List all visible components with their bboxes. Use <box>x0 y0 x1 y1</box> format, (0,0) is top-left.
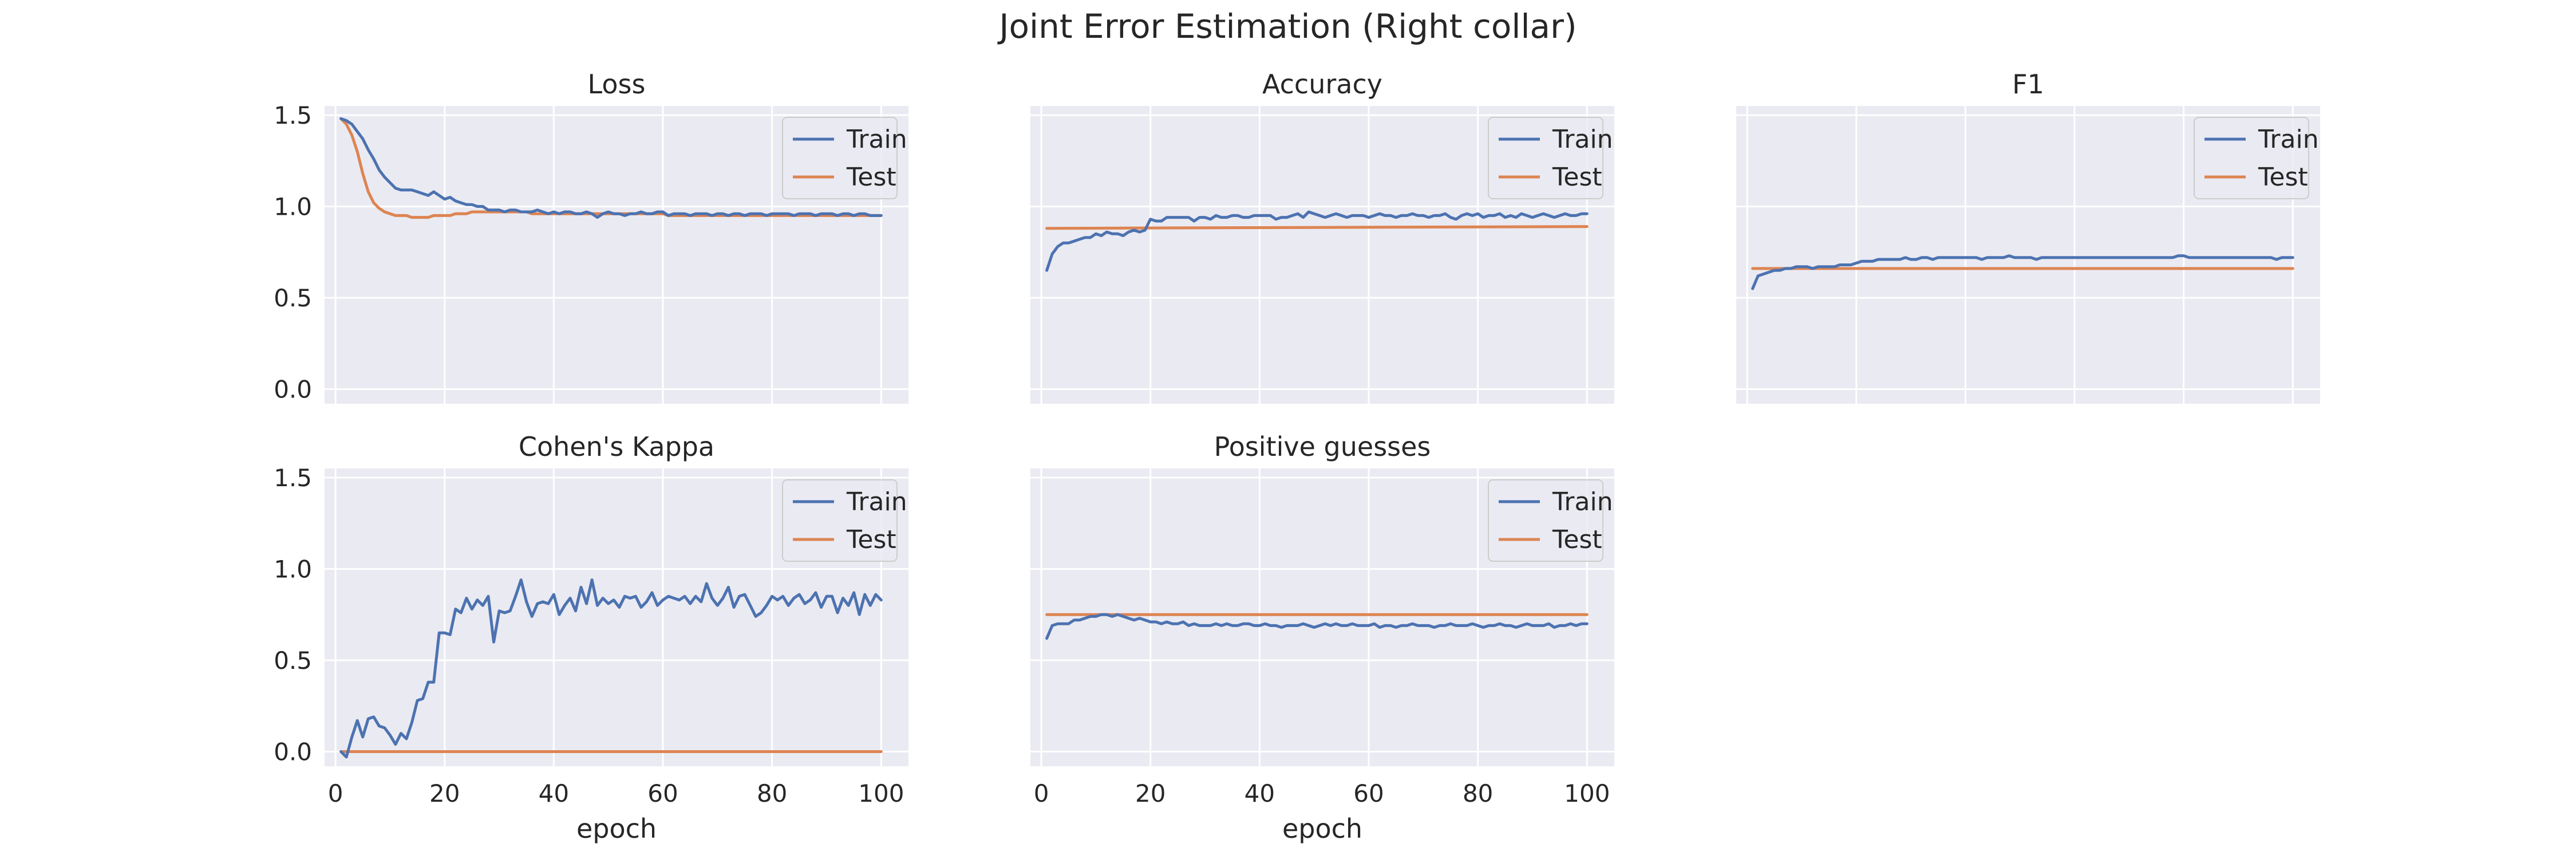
legend-label-test: Test <box>1552 525 1602 554</box>
legend: Train Test <box>782 479 907 562</box>
subplots: 0.0 0.5 1.0 1.5 Loss Train Test Accuracy Train Te… <box>274 69 2320 844</box>
y-tick-label: 0.0 <box>274 738 312 766</box>
legend-label-test: Test <box>846 525 896 554</box>
x-tick-label: 100 <box>858 779 904 807</box>
x-axis-label: epoch <box>576 813 657 844</box>
series-line-train <box>1045 210 1589 272</box>
series-line-train <box>1751 254 2294 290</box>
legend-label-test: Test <box>2258 163 2308 192</box>
legend-label-train: Train <box>846 487 907 517</box>
legend: Train Test <box>782 117 907 199</box>
x-tick-label: 60 <box>1353 779 1384 807</box>
series-line-train <box>339 578 883 759</box>
series-line-train <box>339 117 883 219</box>
x-tick-label: 20 <box>429 779 460 807</box>
x-tick-label: 0 <box>328 779 343 807</box>
y-tick-label: 1.0 <box>274 555 312 583</box>
legend: Train Test <box>2194 117 2319 199</box>
y-tick-label: 1.5 <box>274 464 312 492</box>
subplot-title: F1 <box>2012 69 2044 100</box>
series-line-test <box>1045 225 1589 230</box>
y-tick-label: 0.0 <box>274 375 312 403</box>
x-tick-label: 100 <box>1564 779 1610 807</box>
x-tick-label: 20 <box>1135 779 1165 807</box>
series-line-train <box>1045 613 1589 640</box>
subplot-title: Loss <box>588 69 646 100</box>
subplot-title: Accuracy <box>1262 69 1382 100</box>
y-tick-label: 0.5 <box>274 647 312 675</box>
legend-label-train: Train <box>2258 125 2319 154</box>
x-tick-label: 80 <box>1463 779 1493 807</box>
subplot-title: Cohen's Kappa <box>519 431 714 462</box>
subplot-4: 0 20 40 60 80 100 Positive guesses epoch Train Te… <box>1030 431 1614 844</box>
subplot-title: Positive guesses <box>1214 431 1431 462</box>
legend: Train Test <box>1488 117 1613 199</box>
y-tick-label: 0.5 <box>274 284 312 312</box>
figure-title: Joint Error Estimation (Right collar) <box>997 7 1577 46</box>
x-axis-label: epoch <box>1282 813 1362 844</box>
x-tick-label: 0 <box>1034 779 1049 807</box>
subplot-3: 0 20 40 60 80 100 0.0 0.5 1.0 1.5 Cohen's Kappa epo… <box>274 431 908 844</box>
legend-label-train: Train <box>1552 125 1613 154</box>
legend-label-test: Test <box>846 163 896 192</box>
legend: Train Test <box>1488 479 1613 562</box>
x-tick-label: 40 <box>539 779 569 807</box>
subplot-0: 0.0 0.5 1.0 1.5 Loss Train Test <box>274 69 908 404</box>
legend-label-test: Test <box>1552 163 1602 192</box>
subplot-1: Accuracy Train Test <box>1030 69 1614 404</box>
y-tick-label: 1.5 <box>274 101 312 129</box>
legend-label-train: Train <box>1552 487 1613 517</box>
x-tick-label: 80 <box>757 779 787 807</box>
x-tick-label: 40 <box>1244 779 1275 807</box>
x-tick-label: 60 <box>647 779 678 807</box>
y-tick-label: 1.0 <box>274 192 312 220</box>
subplot-2: F1 Train Test <box>1736 69 2320 404</box>
legend-label-train: Train <box>846 125 907 154</box>
